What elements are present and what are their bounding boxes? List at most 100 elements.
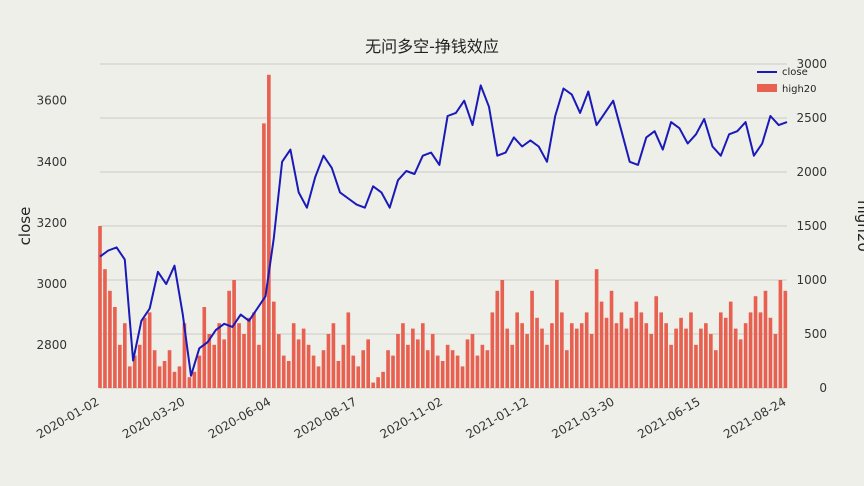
- bar: [560, 312, 564, 388]
- bar: [127, 366, 132, 388]
- bar: [113, 307, 117, 388]
- bar: [192, 371, 197, 388]
- bar: [644, 323, 649, 388]
- bar: [530, 290, 534, 388]
- bar: [704, 323, 708, 388]
- bar: [634, 301, 639, 388]
- bar: [654, 296, 659, 388]
- bar: [694, 344, 698, 388]
- bar: [485, 350, 490, 388]
- bar: [475, 355, 480, 388]
- bar: [420, 323, 425, 388]
- bar: [391, 355, 395, 388]
- bar: [709, 334, 713, 388]
- bar: [381, 371, 385, 388]
- bar: [649, 334, 654, 388]
- bar: [98, 226, 102, 388]
- right-tick-label: 1000: [796, 273, 827, 287]
- bar: [505, 328, 510, 388]
- bar: [565, 350, 569, 388]
- bar: [291, 323, 296, 388]
- right-tick-label: 2500: [796, 111, 827, 125]
- bar: [773, 334, 778, 388]
- bar: [187, 377, 192, 388]
- bar: [157, 366, 162, 388]
- bar: [177, 366, 182, 388]
- right-tick-label: 3000: [796, 57, 827, 71]
- bar: [411, 328, 415, 388]
- legend-bar-swatch: [757, 84, 777, 92]
- bar: [172, 371, 177, 388]
- bar: [684, 328, 688, 388]
- bar: [326, 334, 331, 388]
- bar: [197, 355, 202, 388]
- bar: [589, 334, 594, 388]
- left-axis-title: close: [16, 207, 34, 246]
- bar: [639, 312, 644, 388]
- bar: [604, 317, 609, 388]
- legend-line-label: close: [782, 67, 808, 78]
- bar: [430, 334, 435, 388]
- bar: [207, 334, 212, 388]
- bar: [252, 312, 256, 388]
- bar: [361, 350, 366, 388]
- bar: [545, 344, 549, 388]
- bar: [713, 350, 718, 388]
- bar: [669, 344, 673, 388]
- bar: [336, 361, 341, 388]
- bar: [321, 350, 326, 388]
- bar: [699, 328, 703, 388]
- bar: [167, 350, 172, 388]
- bar: [396, 334, 400, 388]
- bar: [281, 355, 286, 388]
- bar: [301, 328, 306, 388]
- bar: [202, 307, 207, 388]
- bar: [147, 312, 152, 388]
- bar: [500, 280, 505, 388]
- right-axis-title: high20: [854, 200, 864, 252]
- bar: [535, 317, 539, 388]
- bar: [629, 317, 634, 388]
- bar: [316, 366, 321, 388]
- bar: [242, 334, 246, 388]
- bar: [569, 323, 574, 388]
- bar: [579, 323, 584, 388]
- bar: [386, 350, 390, 388]
- bar: [346, 312, 351, 388]
- bar: [257, 344, 261, 388]
- left-tick-label: 3200: [36, 216, 67, 230]
- bar: [406, 344, 410, 388]
- bar: [267, 74, 271, 389]
- bar: [783, 290, 788, 388]
- bar: [450, 350, 455, 388]
- bar: [276, 334, 281, 388]
- bar: [753, 296, 758, 388]
- bar: [416, 339, 420, 388]
- bar: [212, 344, 217, 388]
- bar: [356, 366, 361, 388]
- chart-title: 无问多空-挣钱效应: [365, 37, 499, 56]
- bar: [540, 328, 544, 388]
- bar: [743, 323, 748, 388]
- bar: [103, 269, 107, 388]
- bar: [738, 339, 743, 388]
- left-axis: 2800 3000 3200 3400 3600: [36, 94, 67, 353]
- bar: [123, 323, 127, 388]
- bar: [490, 312, 495, 388]
- left-tick-label: 3600: [36, 94, 67, 108]
- bar: [262, 123, 266, 389]
- bar: [674, 328, 678, 388]
- bar: [435, 355, 440, 388]
- bar: [460, 366, 465, 388]
- bar: [679, 317, 683, 388]
- legend: close high20: [757, 67, 817, 95]
- bar: [401, 323, 405, 388]
- right-tick-label: 0: [819, 381, 827, 395]
- bar: [599, 301, 604, 388]
- bar: [108, 290, 112, 388]
- right-tick-label: 500: [804, 327, 827, 341]
- bar: [470, 334, 475, 388]
- bar: [584, 312, 589, 388]
- bar: [723, 317, 728, 388]
